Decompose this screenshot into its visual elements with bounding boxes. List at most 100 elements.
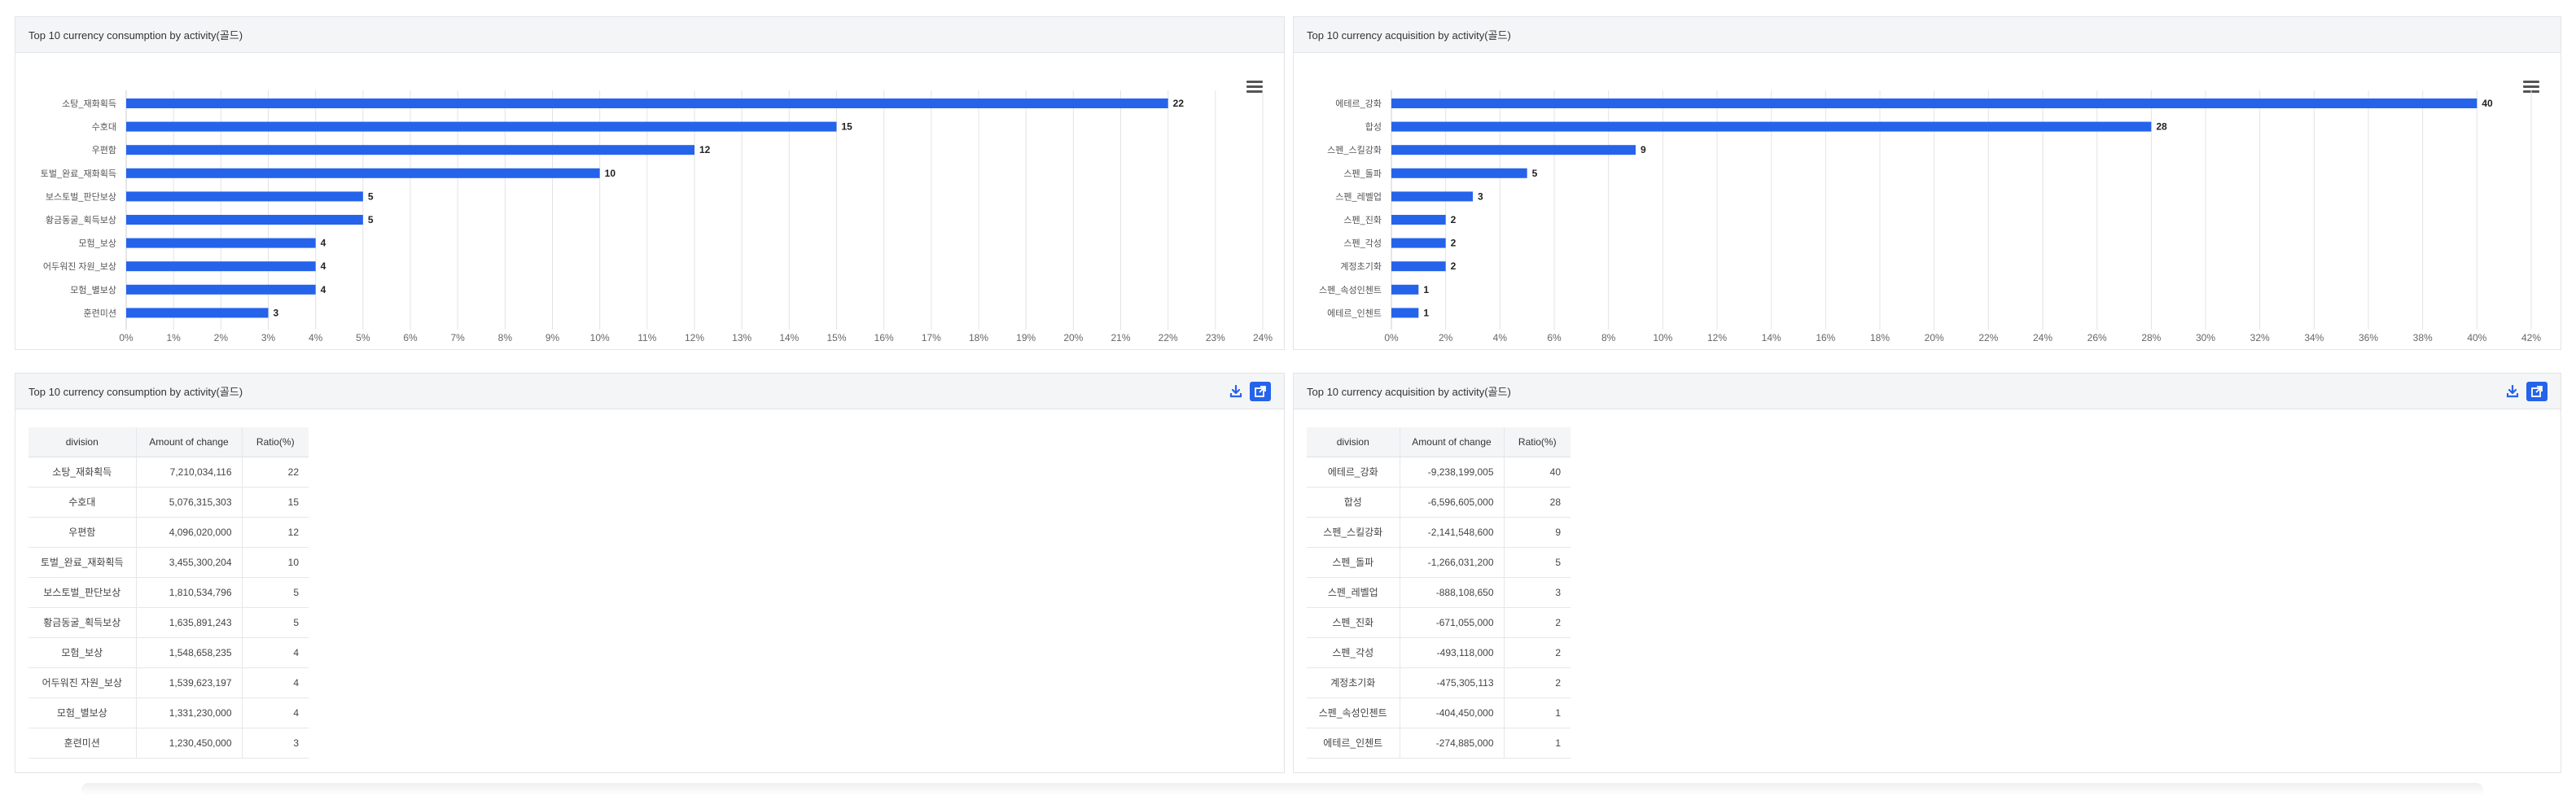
acquisition-bar-chart: 0% 2% 4% 6% 8% 10% 12% 14% 16% 18% 20% 22% 24% 26% 28%… bbox=[1319, 90, 2541, 343]
category-label: 스펜_스킬강화 bbox=[1327, 145, 1382, 155]
cell-ratio: 1 bbox=[1504, 698, 1571, 728]
bar[interactable] bbox=[1391, 284, 1419, 295]
bar[interactable] bbox=[126, 238, 316, 248]
panel-title: Top 10 currency acquisition by activity(… bbox=[1307, 29, 1511, 42]
col-amount[interactable]: Amount of change bbox=[1400, 427, 1505, 457]
acquisition-table-header: Top 10 currency acquisition by activity(… bbox=[1294, 374, 2561, 409]
cell-ratio: 2 bbox=[1504, 667, 1571, 698]
category-label: 계정초기화 bbox=[1340, 261, 1382, 272]
cell-ratio: 5 bbox=[242, 607, 309, 638]
consumption-chart-panel: Top 10 currency consumption by activity(… bbox=[15, 16, 1285, 350]
bar[interactable] bbox=[126, 284, 316, 295]
data-label: 4 bbox=[321, 238, 326, 249]
cell-division: 모험_별보상 bbox=[28, 698, 137, 728]
table-row: 스펜_속성인첸트 -404,450,000 1 bbox=[1307, 698, 1571, 728]
data-label: 1 bbox=[1423, 307, 1429, 318]
bar[interactable] bbox=[126, 261, 316, 272]
x-tick-label: 24% bbox=[1253, 332, 1273, 343]
x-tick-label: 26% bbox=[2088, 332, 2107, 343]
table-row: 스펜_각성 -493,118,000 2 bbox=[1307, 637, 1571, 668]
bar[interactable] bbox=[1391, 238, 1446, 248]
download-icon[interactable] bbox=[2505, 384, 2520, 399]
x-tick-label: 23% bbox=[1206, 332, 1225, 343]
table-row: 모험_보상 1,548,658,235 4 bbox=[28, 637, 309, 668]
data-label: 15 bbox=[842, 121, 853, 133]
x-tick-label: 38% bbox=[2413, 332, 2433, 343]
bar[interactable] bbox=[1391, 168, 1527, 178]
cell-ratio: 5 bbox=[1504, 547, 1571, 578]
bar[interactable] bbox=[1391, 145, 1636, 155]
table-row: 스펜_돌파 -1,266,031,200 5 bbox=[1307, 547, 1571, 578]
consumption-chart-header: Top 10 currency consumption by activity(… bbox=[15, 17, 1284, 53]
external-link-icon[interactable] bbox=[1250, 382, 1271, 401]
x-tick-label: 20% bbox=[1925, 332, 1944, 343]
table-row: 보스토벌_판단보상 1,810,534,796 5 bbox=[28, 577, 309, 608]
data-label: 3 bbox=[1478, 190, 1483, 202]
x-tick-label: 7% bbox=[450, 332, 465, 343]
panel-title: Top 10 currency acquisition by activity(… bbox=[1307, 386, 1511, 398]
x-tick-label: 15% bbox=[826, 332, 846, 343]
x-tick-label: 1% bbox=[166, 332, 181, 343]
category-label: 어두워진 자원_보상 bbox=[43, 261, 116, 272]
bar[interactable] bbox=[126, 168, 600, 178]
cell-ratio: 12 bbox=[242, 517, 309, 548]
cell-amount: 5,076,315,303 bbox=[136, 487, 243, 518]
cell-amount: -1,266,031,200 bbox=[1400, 547, 1505, 578]
cell-ratio: 28 bbox=[1504, 487, 1571, 518]
bar[interactable] bbox=[1391, 121, 2152, 132]
bar[interactable] bbox=[126, 308, 269, 318]
cell-ratio: 9 bbox=[1504, 517, 1571, 548]
x-tick-label: 6% bbox=[403, 332, 418, 343]
cell-amount: -6,596,605,000 bbox=[1400, 487, 1505, 518]
table-header-row: division Amount of change Ratio(%) bbox=[28, 427, 309, 457]
category-label: 우편함 bbox=[92, 145, 116, 155]
bar[interactable] bbox=[126, 191, 363, 202]
cell-division: 스펜_돌파 bbox=[1307, 547, 1400, 578]
col-ratio[interactable]: Ratio(%) bbox=[1504, 427, 1571, 457]
bar[interactable] bbox=[126, 98, 1168, 108]
cell-amount: 3,455,300,204 bbox=[136, 547, 243, 578]
x-tick-label: 21% bbox=[1111, 332, 1130, 343]
consumption-table-header: Top 10 currency consumption by activity(… bbox=[15, 374, 1284, 409]
cell-amount: -274,885,000 bbox=[1400, 728, 1505, 759]
x-tick-label: 30% bbox=[2196, 332, 2215, 343]
col-ratio[interactable]: Ratio(%) bbox=[242, 427, 309, 457]
cell-amount: -404,450,000 bbox=[1400, 698, 1505, 728]
data-label: 2 bbox=[1451, 214, 1457, 225]
x-tick-label: 2% bbox=[214, 332, 229, 343]
hamburger-menu-icon[interactable] bbox=[1246, 81, 1263, 94]
col-division[interactable]: division bbox=[28, 427, 137, 457]
cell-division: 에테르_강화 bbox=[1307, 457, 1400, 488]
table-row: 스펜_진화 -671,055,000 2 bbox=[1307, 607, 1571, 638]
x-tick-label: 40% bbox=[2467, 332, 2486, 343]
bar[interactable] bbox=[126, 121, 837, 132]
table-row: 우편함 4,096,020,000 12 bbox=[28, 517, 309, 548]
external-link-icon[interactable] bbox=[2526, 382, 2548, 401]
cell-division: 토벌_완료_재화획득 bbox=[28, 547, 137, 578]
cell-amount: 4,096,020,000 bbox=[136, 517, 243, 548]
consumption-table: division Amount of change Ratio(%) 소탕_재화… bbox=[28, 427, 309, 759]
category-label: 토벌_완료_재화획득 bbox=[41, 168, 116, 179]
cell-amount: 7,210,034,116 bbox=[136, 457, 243, 488]
data-label: 12 bbox=[699, 144, 711, 155]
data-label: 5 bbox=[368, 190, 374, 202]
acquisition-table: division Amount of change Ratio(%) 에테르_강… bbox=[1307, 427, 1571, 759]
data-label: 1 bbox=[1423, 284, 1429, 295]
x-tick-label: 18% bbox=[969, 332, 988, 343]
bar[interactable] bbox=[1391, 308, 1419, 318]
bar[interactable] bbox=[126, 145, 694, 155]
col-amount[interactable]: Amount of change bbox=[136, 427, 243, 457]
col-division[interactable]: division bbox=[1307, 427, 1400, 457]
bar[interactable] bbox=[1391, 98, 2477, 108]
bar[interactable] bbox=[1391, 191, 1473, 202]
cell-ratio: 2 bbox=[1504, 637, 1571, 668]
x-tick-label: 10% bbox=[590, 332, 610, 343]
x-tick-label: 24% bbox=[2033, 332, 2052, 343]
bar[interactable] bbox=[126, 215, 363, 225]
bar[interactable] bbox=[1391, 215, 1446, 225]
download-icon[interactable] bbox=[1229, 384, 1243, 399]
x-tick-label: 16% bbox=[874, 332, 894, 343]
cell-ratio: 4 bbox=[242, 667, 309, 698]
cell-ratio: 40 bbox=[1504, 457, 1571, 488]
bar[interactable] bbox=[1391, 261, 1446, 272]
